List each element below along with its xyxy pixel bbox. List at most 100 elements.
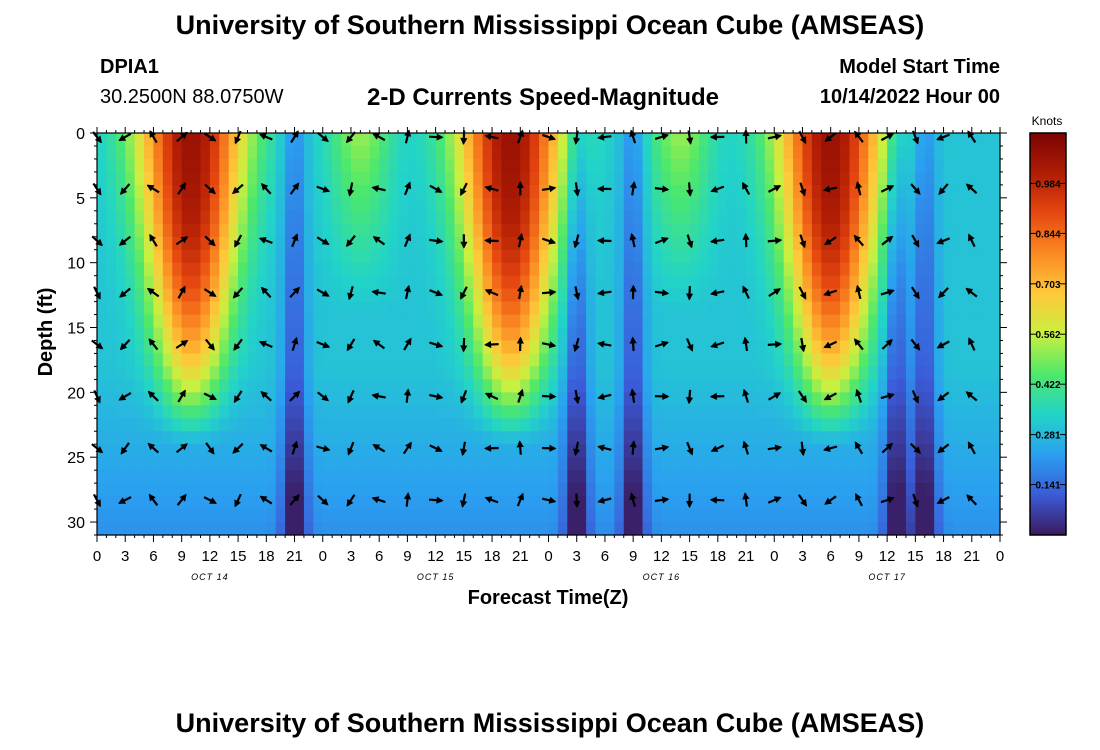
heatmap-cell xyxy=(97,223,108,238)
heatmap-cell xyxy=(877,496,888,510)
current-arrow xyxy=(573,337,580,353)
heatmap-cell xyxy=(981,275,992,290)
heatmap-cell xyxy=(952,392,963,406)
heatmap-cell xyxy=(294,236,305,251)
heatmap-cell xyxy=(924,314,935,329)
heatmap-cell xyxy=(539,327,550,342)
x-tick-label: 9 xyxy=(178,548,186,565)
heatmap-cell xyxy=(774,314,785,329)
heatmap-cell xyxy=(360,197,371,212)
heatmap-cell xyxy=(172,171,183,186)
heatmap-cell xyxy=(727,184,738,199)
heatmap-cell xyxy=(943,340,954,355)
heatmap-cell xyxy=(482,210,493,225)
heatmap-cell xyxy=(633,457,644,471)
heatmap-cell xyxy=(614,275,625,290)
heatmap-cell xyxy=(868,366,879,380)
heatmap-cell xyxy=(322,145,333,160)
heatmap-cell xyxy=(275,470,286,484)
heatmap-cell xyxy=(821,483,832,497)
heatmap-cell xyxy=(915,288,926,303)
heatmap-cell xyxy=(238,431,249,445)
heatmap-cell xyxy=(473,418,484,432)
heatmap-cell xyxy=(576,457,587,471)
heatmap-cell xyxy=(181,158,192,173)
heatmap-cell xyxy=(247,314,258,329)
heatmap-cell xyxy=(388,171,399,186)
heatmap-cell xyxy=(736,210,747,225)
heatmap-cell xyxy=(614,470,625,484)
arrow-head xyxy=(938,187,946,195)
heatmap-cell xyxy=(379,327,390,342)
heatmap-cell xyxy=(971,483,982,497)
heatmap-cell xyxy=(614,223,625,238)
heatmap-cell xyxy=(435,366,446,380)
heatmap-cell xyxy=(896,327,907,342)
heatmap-cell xyxy=(764,470,775,484)
heatmap-cell xyxy=(191,275,202,290)
heatmap-cell xyxy=(981,197,992,212)
heatmap-cell xyxy=(332,405,343,419)
heatmap-cell xyxy=(717,366,728,380)
heatmap-cell xyxy=(350,236,361,251)
heatmap-cell xyxy=(125,405,136,419)
heatmap-cell xyxy=(633,249,644,264)
heatmap-cell xyxy=(473,496,484,510)
heatmap-cell xyxy=(266,314,277,329)
heatmap-cell xyxy=(952,314,963,329)
heatmap-cell xyxy=(793,249,804,264)
heatmap-cell xyxy=(181,210,192,225)
heatmap-cell xyxy=(445,301,456,316)
heatmap-cell xyxy=(689,210,700,225)
heatmap-cell xyxy=(529,353,540,368)
current-arrow xyxy=(855,284,863,300)
heatmap-cell xyxy=(783,340,794,355)
heatmap-cell xyxy=(567,353,578,368)
heatmap-cell xyxy=(642,405,653,419)
heatmap-cell xyxy=(388,444,399,458)
heatmap-cell xyxy=(115,366,126,380)
heatmap-cell xyxy=(369,431,380,445)
heatmap-cell xyxy=(341,444,352,458)
heatmap-cell xyxy=(915,223,926,238)
heatmap-cell xyxy=(924,353,935,368)
heatmap-cell xyxy=(219,392,230,406)
heatmap-cell xyxy=(350,133,361,147)
current-arrow xyxy=(686,493,694,509)
arrow-head xyxy=(913,343,921,351)
heatmap-cell xyxy=(322,197,333,212)
heatmap-cell xyxy=(341,288,352,303)
heatmap-cell xyxy=(360,509,371,523)
current-arrow xyxy=(686,234,694,249)
model-start-value: 10/14/2022 Hour 00 xyxy=(819,86,1000,108)
arrow-head xyxy=(118,393,127,401)
arrow-head xyxy=(742,388,750,397)
heatmap-cell xyxy=(746,184,757,199)
heatmap-cell xyxy=(557,366,568,380)
heatmap-cell xyxy=(97,288,108,303)
arrow-head xyxy=(548,341,557,349)
heatmap-cell xyxy=(172,496,183,510)
heatmap-cell xyxy=(294,249,305,264)
heatmap-cell xyxy=(134,470,145,484)
heatmap-cell xyxy=(463,353,474,368)
arrow-head xyxy=(149,233,156,242)
heatmap-cell xyxy=(633,340,644,355)
current-arrow xyxy=(204,338,215,351)
arrow-head xyxy=(686,189,694,197)
heatmap-cell xyxy=(717,210,728,225)
heatmap-cell xyxy=(303,327,314,342)
arrow-head xyxy=(573,448,581,457)
heatmap-cell xyxy=(962,522,973,536)
heatmap-cell xyxy=(256,457,267,471)
heatmap-cell xyxy=(877,327,888,342)
heatmap-cell xyxy=(520,301,531,316)
heatmap-cell xyxy=(877,223,888,238)
heatmap-cell xyxy=(802,366,813,380)
heatmap-cell xyxy=(755,509,766,523)
arrow-head xyxy=(800,395,807,403)
heatmap-cell xyxy=(369,496,380,510)
heatmap-cell xyxy=(294,301,305,316)
heatmap-cell xyxy=(962,262,973,277)
arrow-head xyxy=(321,290,330,297)
